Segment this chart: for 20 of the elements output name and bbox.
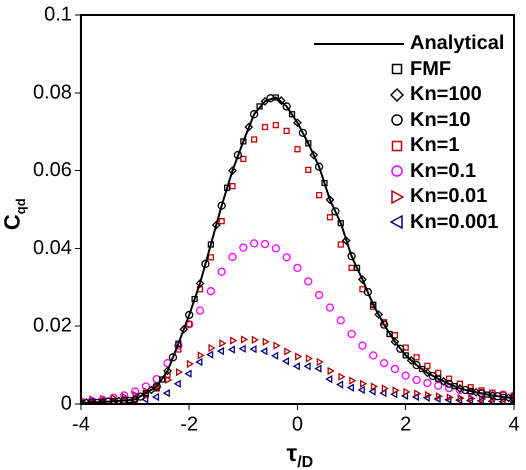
y-tick-label: 0.06: [32, 159, 72, 182]
legend-label: Kn=0.1: [410, 160, 476, 183]
legend-label: Kn=10: [410, 108, 471, 132]
x-tick-label: -2: [180, 414, 198, 436]
legend-label: FMF: [410, 58, 452, 81]
y-tick-label: 0.1: [44, 4, 72, 26]
y-tick-label: 0: [60, 392, 72, 415]
x-tick-label: 4: [508, 414, 520, 436]
y-tick-label: 0.04: [32, 236, 72, 259]
y-tick-label: 0.08: [32, 81, 72, 104]
legend-label: Analytical: [410, 32, 504, 56]
legend-label: Kn=100: [410, 83, 482, 106]
x-tick-label: -4: [72, 414, 90, 436]
x-tick-label: 0: [292, 414, 304, 436]
y-tick-label: 0.02: [32, 314, 72, 337]
x-axis-title: τ$_{/D}$: [286, 440, 314, 470]
x-tick-label: 2: [400, 414, 412, 436]
legend-label: Kn=0.001: [410, 210, 498, 234]
legend-label: Kn=0.01: [410, 185, 488, 208]
legend-label: Kn=1: [410, 134, 460, 158]
